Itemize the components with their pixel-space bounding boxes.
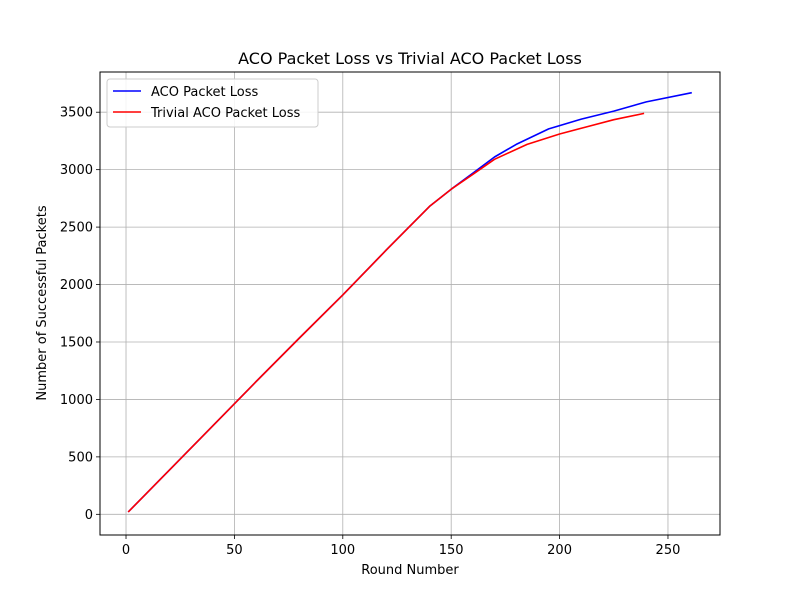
plot-frame [99,71,721,536]
y-tick-label: 3500 [60,106,93,121]
y-tick-label: 3000 [60,163,93,178]
y-tick-label: 1500 [60,335,93,350]
series-line-1 [127,112,645,513]
legend-label-0: ACO Packet Loss [151,85,259,100]
x-axis-ticks: 0 50 100 150 200 250 [122,535,681,558]
legend: ACO Packet Loss Trivial ACO Packet Loss [106,78,319,128]
x-axis-label: Round Number [361,563,459,578]
legend-box [106,78,319,128]
grid-lines [100,72,720,535]
y-tick-label: 2500 [60,221,93,236]
x-tick-label: 100 [330,543,355,558]
y-axis-label: Number of Successful Packets [35,205,50,400]
y-tick-label: 0 [85,508,93,523]
x-tick-label: 150 [439,543,464,558]
legend-label-1: Trivial ACO Packet Loss [150,106,301,121]
chart-title: ACO Packet Loss vs Trivial ACO Packet Lo… [238,49,582,68]
y-axis-ticks: 0 500 1000 1500 2000 2500 3000 3500 [60,106,100,523]
x-tick-label: 50 [226,543,243,558]
x-tick-label: 0 [122,543,130,558]
y-tick-label: 2000 [60,278,93,293]
x-tick-label: 250 [656,543,681,558]
series-line-0 [127,91,692,513]
series-lines [127,91,692,513]
x-tick-label: 200 [547,543,572,558]
y-tick-label: 500 [68,450,93,465]
y-tick-label: 1000 [60,393,93,408]
